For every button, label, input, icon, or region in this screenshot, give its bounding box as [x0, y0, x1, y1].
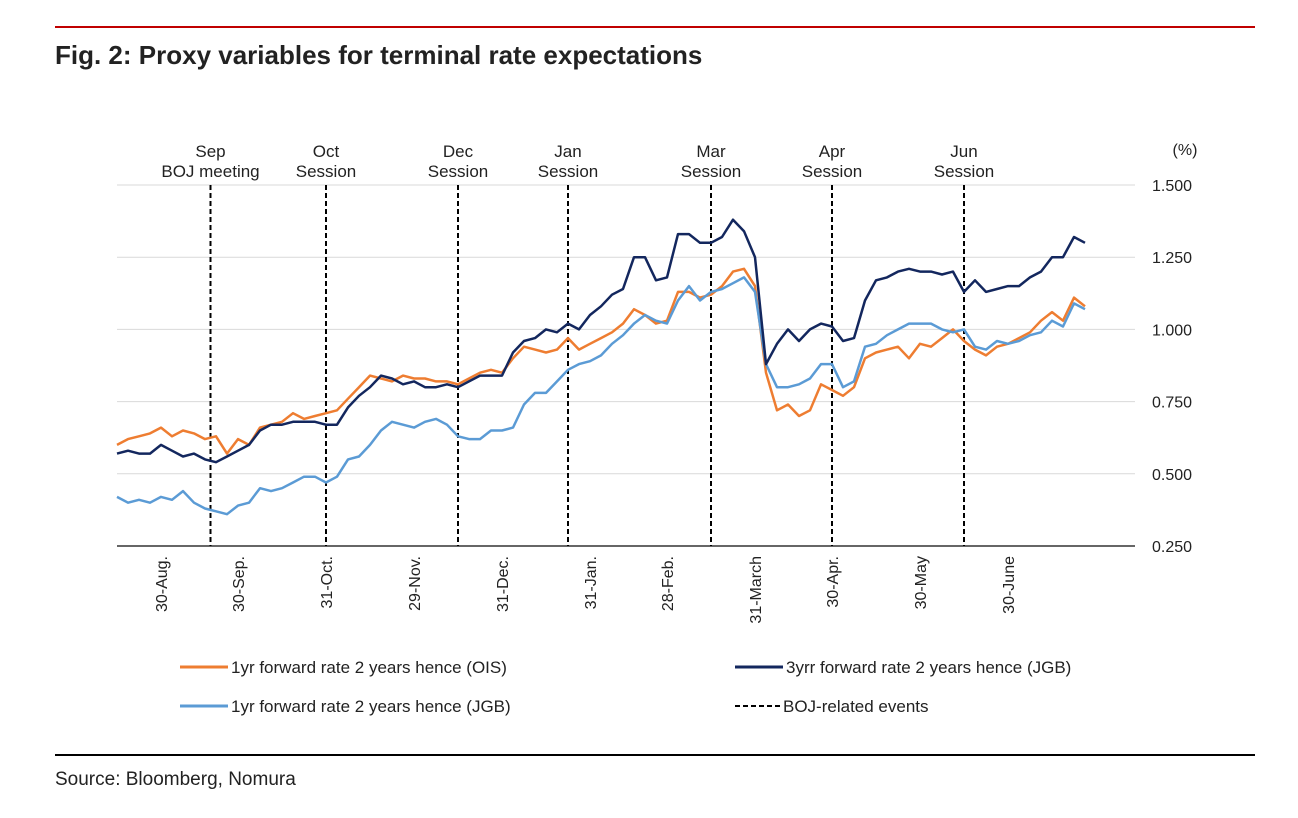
event-label: Oct [313, 142, 340, 161]
y-tick-label: 0.500 [1152, 467, 1192, 484]
x-tick-label: 28-Feb. [660, 556, 677, 611]
event-label: Session [681, 162, 741, 181]
x-tick-label: 30-Aug. [154, 556, 171, 612]
event-label: Session [802, 162, 862, 181]
source: Source: Bloomberg, Nomura [55, 769, 296, 790]
event-label: Sep [195, 142, 225, 161]
x-tick-label: 31-Dec. [495, 556, 512, 612]
x-tick-label: 29-Nov. [407, 556, 424, 611]
event-label: Dec [443, 142, 474, 161]
series-line [116, 267, 1086, 455]
x-tick-label: 30-May [913, 556, 930, 609]
y-tick-label: 0.250 [1152, 539, 1192, 556]
x-tick-label: 30-Sep. [231, 556, 248, 612]
legend-label: 1yr forward rate 2 years hence (JGB) [231, 697, 511, 716]
event-label: Apr [819, 142, 846, 161]
event-label: BOJ meeting [161, 162, 259, 181]
y-unit: (%) [1173, 142, 1198, 159]
event-label: Jan [554, 142, 581, 161]
legend-label: BOJ-related events [783, 697, 929, 716]
event-label: Session [296, 162, 356, 181]
series-line [116, 276, 1086, 516]
y-tick-label: 1.000 [1152, 322, 1192, 339]
x-tick-label: 30-June [1001, 556, 1018, 614]
event-label: Session [538, 162, 598, 181]
x-tick-label: 31-March [748, 556, 765, 624]
event-label: Session [428, 162, 488, 181]
event-label: Mar [696, 142, 726, 161]
legend-label: 3yrr forward rate 2 years hence (JGB) [786, 658, 1071, 677]
x-tick-label: 30-Apr. [825, 556, 842, 608]
legend-label: 1yr forward rate 2 years hence (OIS) [231, 658, 507, 677]
x-tick-label: 31-Oct. [319, 556, 336, 608]
event-label: Jun [950, 142, 977, 161]
event-label: Session [934, 162, 994, 181]
chart-title: Fig. 2: Proxy variables for terminal rat… [55, 40, 702, 70]
x-tick-label: 31-Jan. [583, 556, 600, 609]
y-tick-label: 0.750 [1152, 395, 1192, 412]
y-tick-label: 1.250 [1152, 250, 1192, 267]
y-tick-label: 1.500 [1152, 178, 1192, 195]
series-line [116, 218, 1086, 464]
